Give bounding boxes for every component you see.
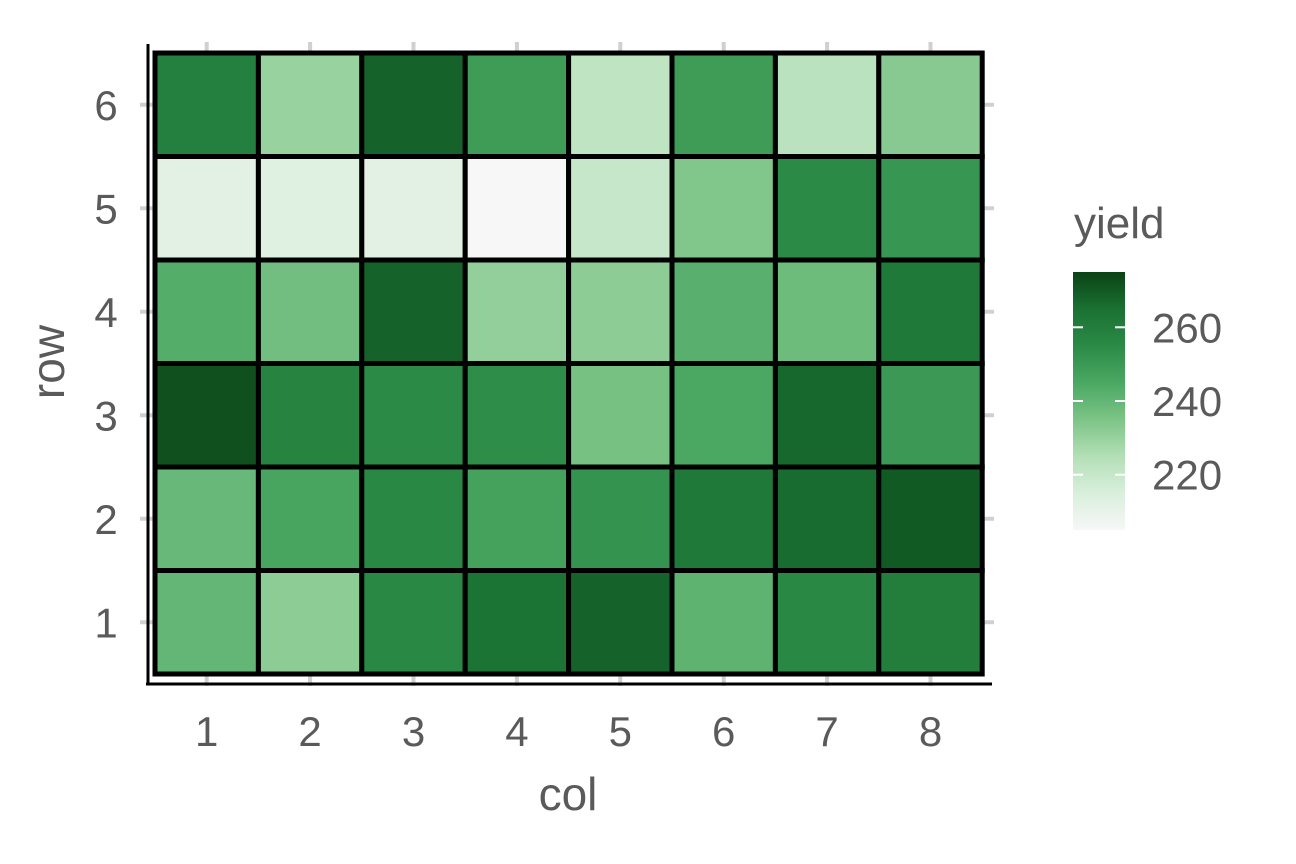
heatmap-tile-r2-c3 bbox=[359, 464, 468, 573]
legend-title: yield bbox=[1074, 199, 1165, 248]
x-tick-label: 8 bbox=[919, 708, 942, 755]
heatmap-tile-r5-c8 bbox=[876, 154, 985, 263]
heatmap-tile-r6-c3 bbox=[359, 50, 468, 159]
heatmap-tile-r5-c1 bbox=[152, 154, 261, 263]
heatmap-tile-r1-c5 bbox=[566, 568, 675, 677]
heatmap-tile-r3-c8 bbox=[876, 361, 985, 470]
heatmap-tile-r3-c6 bbox=[669, 361, 778, 470]
heatmap-tile-r5-c3 bbox=[359, 154, 468, 263]
heatmap-tile-r6-c2 bbox=[255, 50, 365, 159]
heatmap-tile-r5-c4 bbox=[462, 154, 572, 263]
x-tick-label: 6 bbox=[712, 708, 735, 755]
legend-tick-label: 220 bbox=[1152, 452, 1222, 499]
heatmap-tile-r3-c2 bbox=[255, 361, 365, 470]
heatmap-tile-r3-c1 bbox=[152, 361, 261, 470]
heatmap-tile-r6-c5 bbox=[566, 50, 675, 159]
y-tick-label: 4 bbox=[94, 289, 117, 336]
heatmap-tile-r2-c8 bbox=[876, 464, 985, 573]
heatmap-tile-r1-c7 bbox=[772, 568, 882, 677]
x-tick-label: 5 bbox=[609, 708, 632, 755]
heatmap-tile-r4-c5 bbox=[566, 257, 675, 366]
heatmap-tile-r6-c4 bbox=[462, 50, 572, 159]
heatmap-tile-r4-c8 bbox=[876, 257, 985, 366]
legend-ticks: 220 240 260 bbox=[1073, 304, 1222, 499]
heatmap-tile-r6-c7 bbox=[772, 50, 882, 159]
heatmap-tile-r2-c7 bbox=[772, 464, 882, 573]
x-tick-label: 4 bbox=[505, 708, 528, 755]
heatmap-tile-r4-c2 bbox=[255, 257, 365, 366]
heatmap-tile-r2-c5 bbox=[566, 464, 675, 573]
x-tick-label: 3 bbox=[402, 708, 425, 755]
y-axis-title: row bbox=[22, 324, 74, 399]
heatmap-tile-r1-c3 bbox=[359, 568, 468, 677]
heatmap-tile-r2-c2 bbox=[255, 464, 365, 573]
heatmap-tile-r2-c4 bbox=[462, 464, 572, 573]
heatmap-tile-r4-c4 bbox=[462, 257, 572, 366]
heatmap-tile-r4-c1 bbox=[152, 257, 261, 366]
heatmap-tile-r5-c6 bbox=[669, 154, 778, 263]
heatmap-tile-r6-c8 bbox=[876, 50, 985, 159]
x-tick-label: 2 bbox=[298, 708, 321, 755]
y-tick-label: 6 bbox=[94, 82, 117, 129]
color-legend: yield 220 240 260 bbox=[1073, 199, 1222, 530]
heatmap-tile-r3-c3 bbox=[359, 361, 468, 470]
heatmap-tile-r5-c5 bbox=[566, 154, 675, 263]
heatmap-tile-r1-c2 bbox=[255, 568, 365, 677]
y-tick-label: 2 bbox=[94, 496, 117, 543]
heatmap-tile-r5-c7 bbox=[772, 154, 882, 263]
x-tick-label: 7 bbox=[815, 708, 838, 755]
heatmap-tile-r4-c3 bbox=[359, 257, 468, 366]
legend-tick-label: 240 bbox=[1152, 378, 1222, 425]
heatmap-tile-r4-c6 bbox=[669, 257, 778, 366]
heatmap-tile-r2-c6 bbox=[669, 464, 778, 573]
heatmap-tile-r2-c1 bbox=[152, 464, 261, 573]
y-tick-label: 1 bbox=[94, 599, 117, 646]
heatmap-tile-r6-c1 bbox=[152, 50, 261, 159]
x-axis-title: col bbox=[539, 768, 598, 820]
heatmap-tile-r1-c8 bbox=[876, 568, 985, 677]
heatmap-tile-r1-c4 bbox=[462, 568, 572, 677]
heatmap-tile-r1-c1 bbox=[152, 568, 261, 677]
heatmap-tile-r3-c7 bbox=[772, 361, 882, 470]
heatmap-tile-r3-c4 bbox=[462, 361, 572, 470]
legend-tick-label: 260 bbox=[1152, 304, 1222, 351]
heatmap-tile-r3-c5 bbox=[566, 361, 675, 470]
y-tick-label: 3 bbox=[94, 392, 117, 439]
y-tick-label: 5 bbox=[94, 185, 117, 232]
y-tick-labels: 1 2 3 4 5 6 bbox=[94, 82, 117, 647]
heatmap-tile-r4-c7 bbox=[772, 257, 882, 366]
x-tick-labels: 1 2 3 4 5 6 7 8 bbox=[195, 708, 942, 755]
heatmap-tile-r5-c2 bbox=[255, 154, 365, 263]
x-tick-label: 1 bbox=[195, 708, 218, 755]
heatmap-tiles bbox=[152, 50, 985, 677]
heatmap-tile-r6-c6 bbox=[669, 50, 778, 159]
heatmap-tile-r1-c6 bbox=[669, 568, 778, 677]
